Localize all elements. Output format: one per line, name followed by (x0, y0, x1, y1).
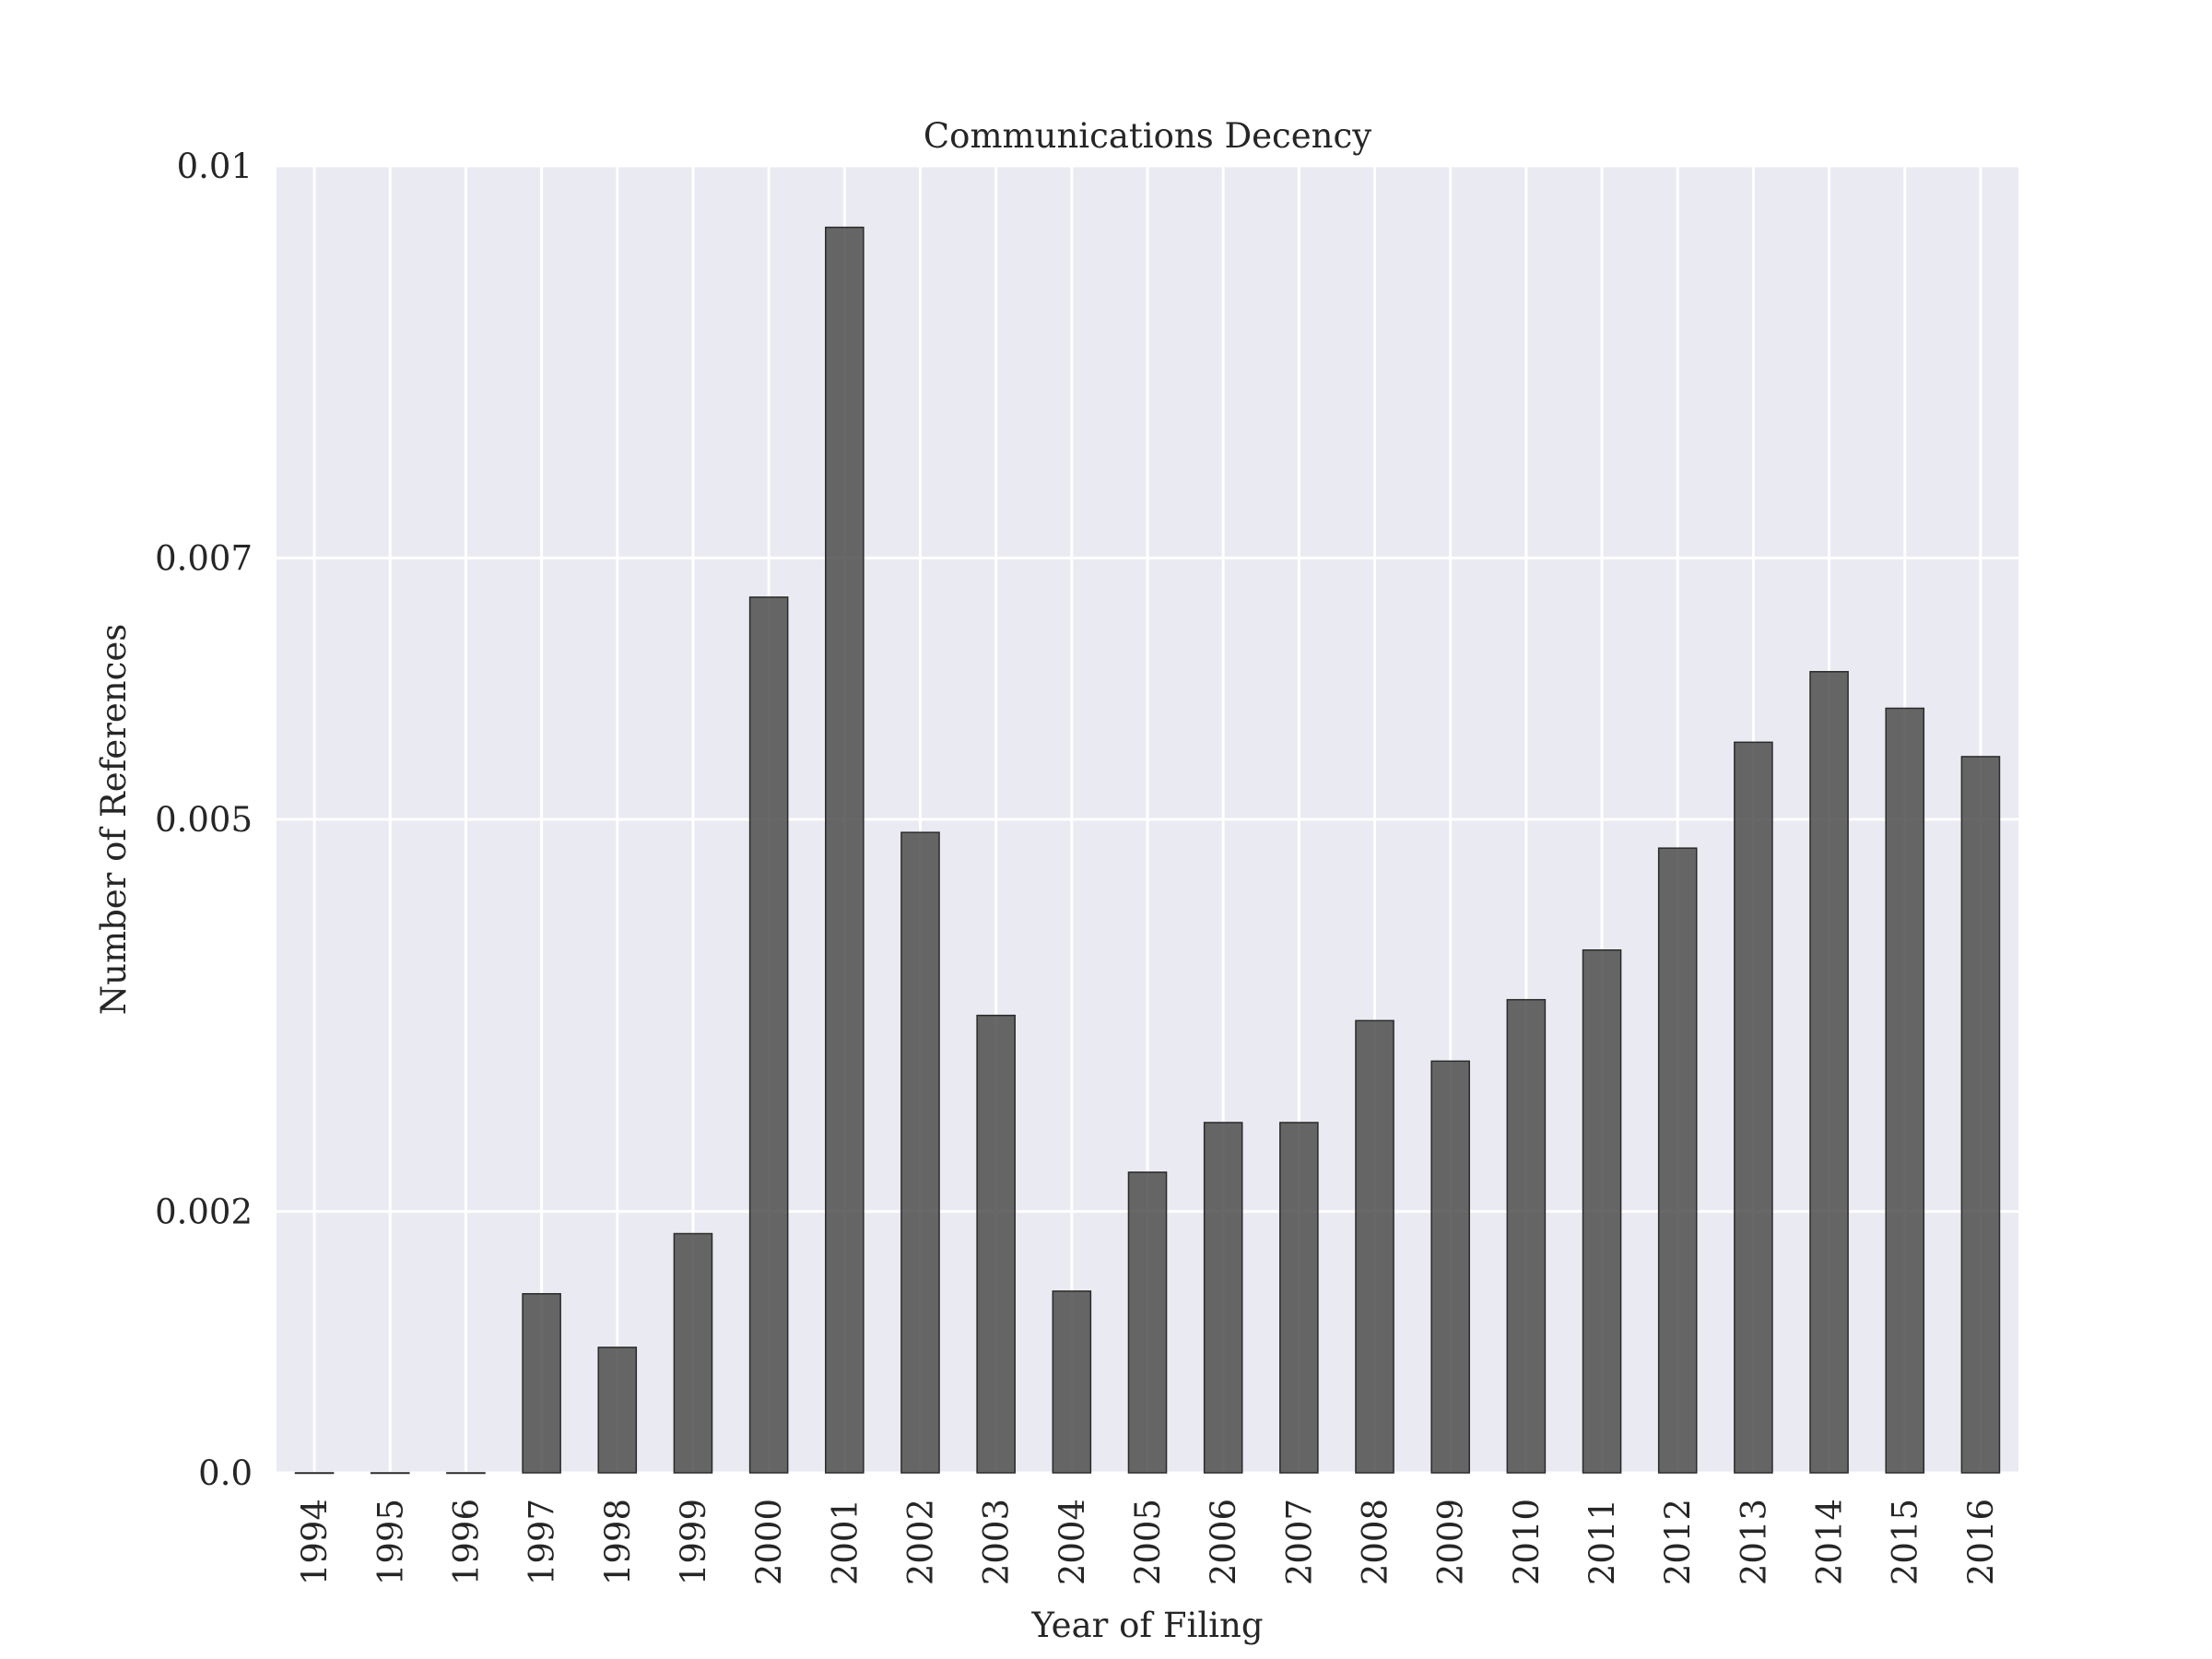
x-tick-label: 2013 (1734, 1499, 1773, 1585)
bar-1999 (673, 1232, 713, 1474)
y-tick-label: 0.005 (155, 800, 253, 840)
bar-2002 (900, 831, 940, 1474)
y-axis-label: Number of References (94, 624, 134, 1015)
chart-title: Communications Decency (924, 116, 1371, 156)
y-tick-label: 0.002 (155, 1192, 253, 1231)
x-tick-label: 2005 (1128, 1499, 1168, 1585)
bar-2001 (825, 226, 865, 1474)
bar-2011 (1582, 949, 1622, 1474)
bar-1996 (446, 1472, 486, 1475)
x-tick-labels: 1994 1995 1996 1997 1998 1999 2000 2001 2002 2003… (295, 1499, 2001, 1585)
x-tick-label: 2016 (1961, 1499, 2001, 1585)
bar-1997 (522, 1292, 561, 1474)
y-tick-labels: 0.0 0.002 0.005 0.007 0.01 (155, 147, 253, 1493)
x-tick-label: 1994 (295, 1499, 335, 1585)
bar-2000 (748, 596, 789, 1474)
x-tick-label: 2003 (977, 1499, 1017, 1585)
x-tick-label: 2001 (825, 1499, 865, 1585)
x-axis-label: Year of Filing (1030, 1606, 1263, 1645)
x-tick-label: 2007 (1279, 1499, 1319, 1585)
x-tick-label: 1997 (523, 1499, 562, 1585)
x-tick-label: 2006 (1204, 1499, 1243, 1585)
bar-2012 (1657, 847, 1698, 1474)
x-tick-label: 1995 (371, 1499, 410, 1585)
bar-1995 (370, 1472, 410, 1475)
bar-2006 (1203, 1122, 1243, 1474)
x-tick-label: 2009 (1431, 1499, 1471, 1585)
x-tick-label: 2008 (1356, 1499, 1395, 1585)
bar-2015 (1885, 707, 1925, 1474)
x-tick-label: 2002 (900, 1499, 940, 1585)
x-tick-label: 1998 (598, 1499, 638, 1585)
bar-2004 (1052, 1290, 1092, 1474)
x-tick-label: 1999 (674, 1499, 713, 1585)
y-tick-label: 0.007 (155, 538, 253, 578)
x-tick-label: 2004 (1053, 1499, 1092, 1585)
bar-2014 (1809, 671, 1849, 1474)
bar-2008 (1355, 1019, 1394, 1474)
bar-2010 (1506, 998, 1547, 1474)
bar-2009 (1430, 1060, 1470, 1474)
x-tick-label: 1996 (446, 1499, 486, 1585)
x-tick-label: 2010 (1507, 1499, 1547, 1585)
x-tick-label: 2014 (1810, 1499, 1850, 1585)
x-tick-label: 2011 (1583, 1499, 1622, 1585)
bars (294, 226, 2001, 1475)
y-tick-label: 0.0 (198, 1453, 253, 1493)
bar-2016 (1960, 756, 2001, 1474)
y-tick-label: 0.01 (177, 147, 253, 186)
bar-1998 (597, 1347, 638, 1474)
x-tick-label: 2000 (749, 1499, 789, 1585)
bar-2005 (1127, 1171, 1168, 1474)
bar-2007 (1279, 1122, 1319, 1474)
bar-2013 (1734, 741, 1773, 1474)
bar-2003 (976, 1014, 1016, 1474)
x-tick-label: 2015 (1886, 1499, 1925, 1585)
bar-1994 (294, 1472, 335, 1475)
x-tick-label: 2012 (1658, 1499, 1698, 1585)
